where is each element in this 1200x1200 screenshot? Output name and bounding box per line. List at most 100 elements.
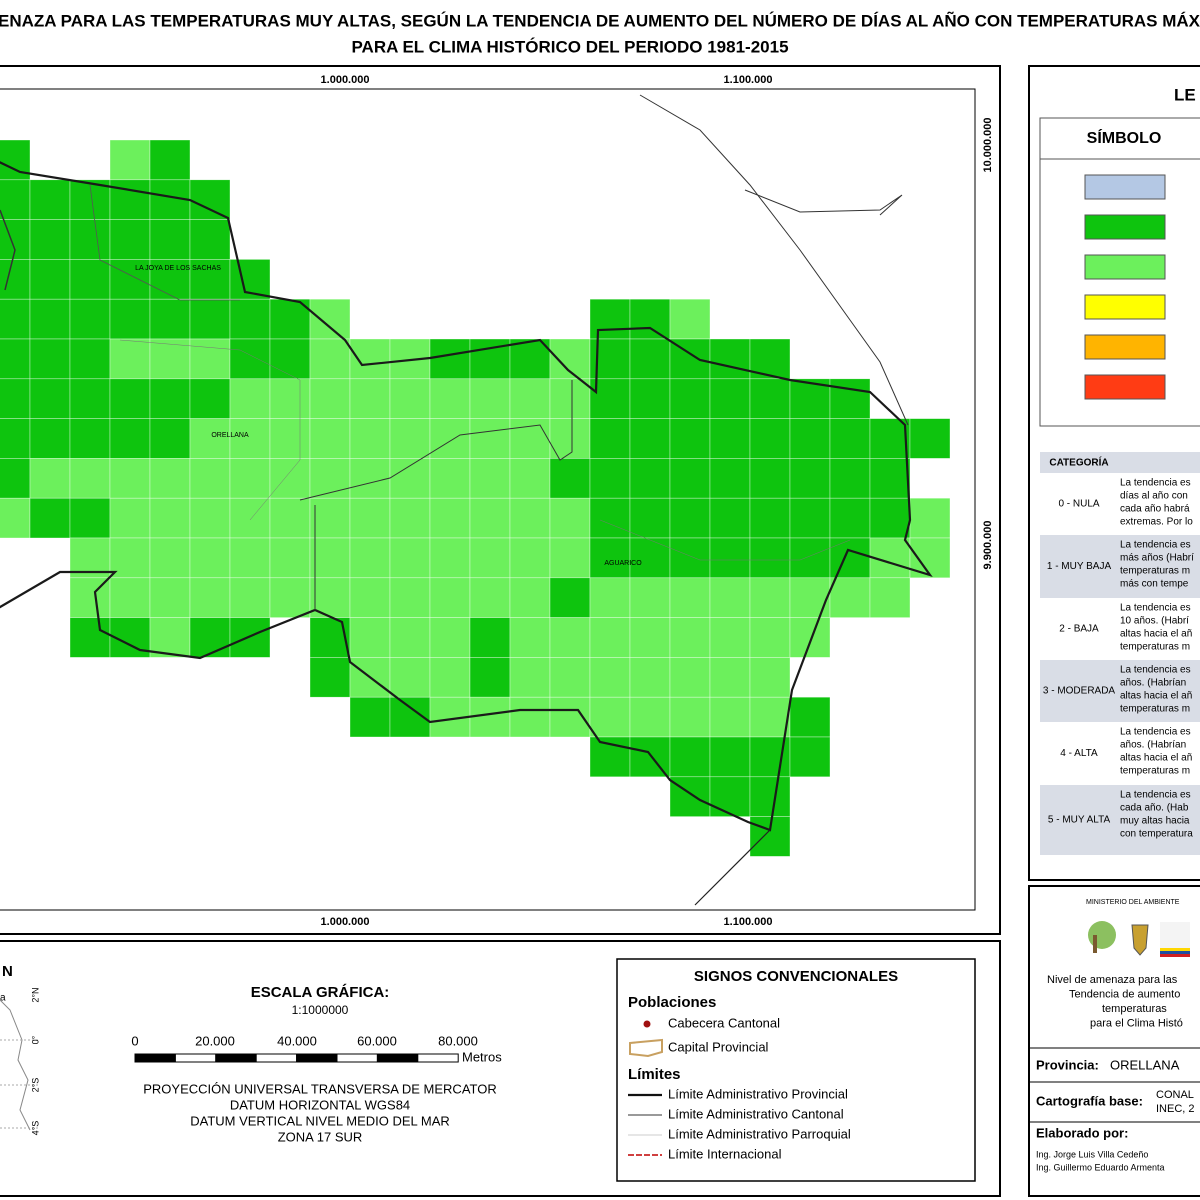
category-row-bg bbox=[1040, 535, 1118, 598]
raster-cell bbox=[189, 617, 231, 658]
scale-bar-segment bbox=[255, 1053, 298, 1063]
raster-cell bbox=[429, 418, 471, 459]
population-label: Capital Provincial bbox=[668, 1039, 769, 1054]
raster-cell bbox=[389, 657, 431, 698]
raster-cell bbox=[189, 298, 231, 340]
category-description: años. (Habrían bbox=[1120, 740, 1186, 751]
raster-cell bbox=[829, 577, 871, 618]
category-description: temperaturas m bbox=[1120, 566, 1190, 577]
cantonal-boundary bbox=[0, 209, 16, 291]
raster-cell bbox=[189, 537, 231, 579]
raster-cell bbox=[0, 179, 31, 220]
legend-swatch bbox=[1084, 254, 1166, 280]
provincial-boundary bbox=[0, 161, 933, 832]
category-row-bg bbox=[1118, 598, 1200, 660]
provincial-capital-symbol bbox=[629, 1038, 663, 1058]
scale-tick-label: 0 bbox=[131, 1033, 138, 1048]
category-header: CATEGORÍA bbox=[1049, 456, 1108, 469]
scale-bar-segment bbox=[134, 1053, 176, 1063]
category-row-bg bbox=[1118, 722, 1200, 785]
y-coordinate: 9.900.000 bbox=[982, 521, 994, 570]
y-coordinate: 10.000.000 bbox=[982, 117, 994, 172]
raster-cell bbox=[709, 617, 751, 658]
raster-cell bbox=[309, 537, 351, 579]
category-row-bg bbox=[1118, 473, 1200, 535]
legend-swatch bbox=[1084, 374, 1166, 400]
raster-cell bbox=[229, 458, 271, 499]
raster-cell bbox=[629, 458, 671, 499]
raster-cell bbox=[829, 497, 871, 539]
raster-cell bbox=[589, 458, 631, 499]
raster-cell bbox=[429, 458, 471, 499]
place-label: LA JOYA DE LOS SACHAS bbox=[135, 265, 221, 272]
title-line: ENAZA PARA LAS TEMPERATURAS MUY ALTAS, S… bbox=[0, 10, 1200, 30]
raster-cell bbox=[69, 219, 111, 260]
raster-cell bbox=[309, 418, 351, 459]
raster-cell bbox=[309, 338, 351, 380]
scale-ratio: 1:1000000 bbox=[292, 1003, 349, 1017]
raster-cell bbox=[789, 497, 831, 539]
raster-cell bbox=[69, 497, 111, 539]
inset-title: N bbox=[2, 963, 13, 980]
raster-cell bbox=[869, 458, 911, 499]
symbol-table bbox=[1039, 117, 1200, 427]
raster-cell bbox=[149, 418, 191, 459]
raster-cell bbox=[189, 497, 231, 539]
raster-cell bbox=[149, 617, 191, 658]
category-description: cada año habrá bbox=[1120, 504, 1190, 515]
raster-cell bbox=[549, 458, 591, 499]
raster-cell bbox=[69, 338, 111, 380]
category-name: 2 - BAJA bbox=[1059, 624, 1099, 635]
projection-line: ZONA 17 SUR bbox=[278, 1129, 363, 1144]
raster-cell bbox=[509, 537, 551, 579]
raster-cell bbox=[509, 338, 551, 380]
raster-cell bbox=[69, 458, 111, 499]
raster-cell bbox=[629, 577, 671, 618]
raster-cell bbox=[309, 298, 351, 340]
category-description: La tendencia es bbox=[1120, 603, 1191, 614]
place-label: ORELLANA bbox=[211, 432, 249, 439]
raster-cell bbox=[269, 338, 311, 380]
raster-cell bbox=[709, 418, 751, 459]
raster-cell bbox=[509, 577, 551, 618]
raster-cell bbox=[269, 577, 311, 618]
raster-cell bbox=[29, 378, 71, 419]
map-neatline bbox=[0, 88, 976, 911]
raster-cell bbox=[549, 497, 591, 539]
base-value: CONAL bbox=[1156, 1089, 1194, 1101]
raster-cell bbox=[189, 458, 231, 499]
category-description: La tendencia es bbox=[1120, 665, 1191, 676]
inset-coast bbox=[0, 999, 31, 1131]
authors-label: Elaborado por: bbox=[1036, 1125, 1128, 1140]
limit-label: Límite Internacional bbox=[668, 1146, 782, 1161]
raster-cell bbox=[869, 497, 911, 539]
x-coordinate: 1.000.000 bbox=[321, 916, 370, 928]
x-coordinate: 1.100.000 bbox=[724, 74, 773, 86]
raster-cell bbox=[669, 378, 711, 419]
raster-cell bbox=[429, 378, 471, 419]
scale-bar-segment bbox=[417, 1053, 459, 1063]
raster-cell bbox=[749, 537, 791, 579]
raster-cell bbox=[109, 179, 151, 220]
raster-cell bbox=[469, 617, 511, 658]
raster-cell bbox=[29, 298, 71, 340]
logo bbox=[1160, 922, 1190, 948]
raster-cell bbox=[0, 338, 31, 380]
map-frame bbox=[0, 65, 1001, 935]
raster-cell bbox=[389, 497, 431, 539]
scale-tick-label: 60.000 bbox=[357, 1033, 397, 1048]
raster-cell bbox=[469, 696, 511, 738]
category-description: años. (Habrían bbox=[1120, 678, 1186, 689]
legend-swatch bbox=[1084, 334, 1166, 360]
category-description: temperaturas m bbox=[1120, 766, 1190, 777]
ministry: MINISTERIO DEL AMBIENTE bbox=[1086, 899, 1180, 906]
raster-cell bbox=[589, 617, 631, 658]
raster-cell bbox=[789, 577, 831, 618]
raster-cell bbox=[749, 577, 791, 618]
category-description: altas hacia el añ bbox=[1120, 691, 1192, 702]
raster-cell bbox=[0, 418, 31, 459]
raster-cell bbox=[349, 497, 391, 539]
raster-cell bbox=[629, 696, 671, 738]
raster-cell bbox=[69, 298, 111, 340]
raster-cell bbox=[149, 537, 191, 579]
